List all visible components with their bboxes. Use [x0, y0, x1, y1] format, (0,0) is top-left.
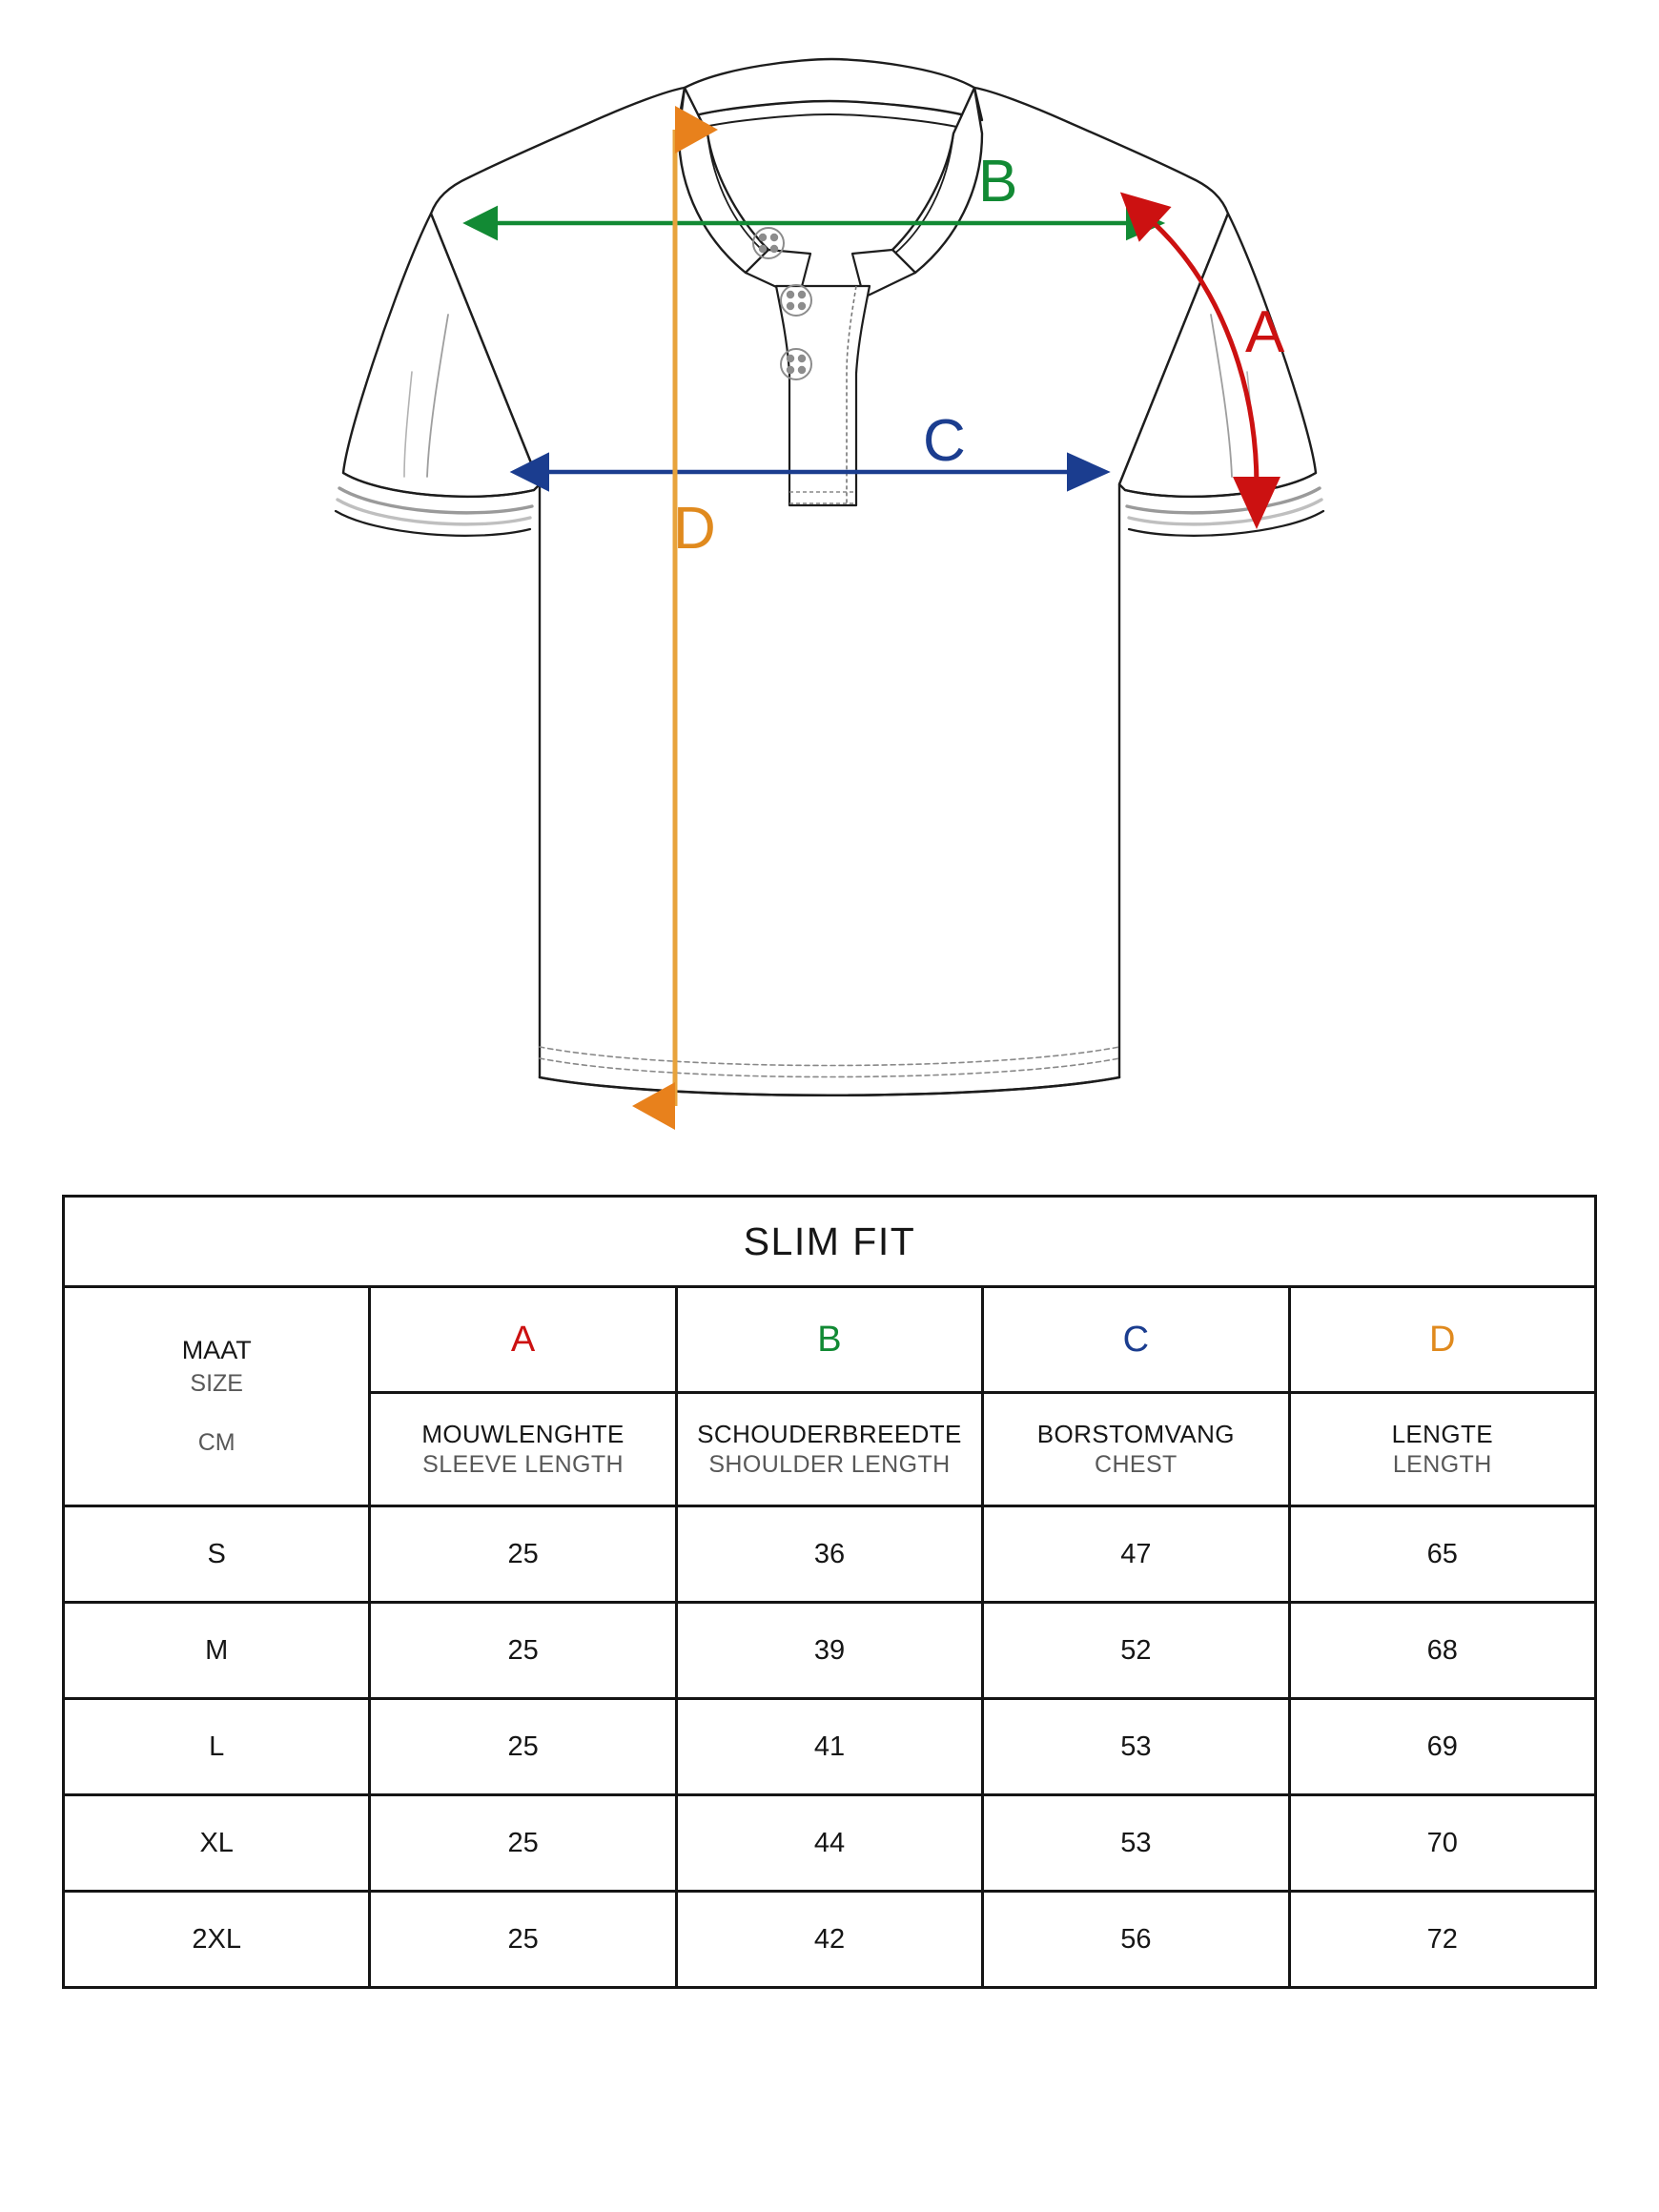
- table-row: L 25 41 53 69: [61, 1697, 1598, 1796]
- table-row: 2XL 25 42 56 72: [61, 1890, 1598, 1989]
- table-header-letter-row: MAAT SIZE CM A B C D: [61, 1285, 1598, 1507]
- column-letter-b: B: [674, 1285, 985, 1394]
- table-row: S 25 36 47 65: [61, 1505, 1598, 1604]
- row-size-m: M: [61, 1601, 372, 1700]
- table-header-name-row: MOUWLENGHTE SLEEVE LENGTH SCHOUDERBREEDT…: [64, 1391, 1598, 1507]
- measure-label-c: C: [923, 408, 966, 474]
- size-header-unit: CM: [197, 1429, 236, 1457]
- column-name-b-en: SHOULDER LENGTH: [708, 1450, 951, 1478]
- column-name-a: MOUWLENGHTE SLEEVE LENGTH: [368, 1391, 678, 1507]
- arrow-a-sleeve: [1119, 192, 1280, 529]
- cell-m-a: 25: [368, 1601, 678, 1700]
- cell-xl-a: 25: [368, 1793, 678, 1893]
- cell-l-d: 69: [1287, 1697, 1598, 1796]
- table-row: XL 25 44 53 70: [61, 1793, 1598, 1893]
- cell-m-d: 68: [1287, 1601, 1598, 1700]
- measure-label-b: B: [978, 149, 1018, 215]
- size-chart-table-wrapper: SLIM FIT MAAT SIZE CM A B C D MOUWLENGHT…: [61, 1195, 1598, 1989]
- table-title-row: SLIM FIT: [62, 1195, 1597, 1288]
- size-header-maat: MAAT: [181, 1336, 252, 1365]
- cell-s-b: 36: [674, 1505, 985, 1604]
- cell-s-c: 47: [981, 1505, 1291, 1604]
- cell-l-a: 25: [368, 1697, 678, 1796]
- cell-2xl-a: 25: [368, 1890, 678, 1989]
- measure-label-d: D: [673, 496, 716, 562]
- cell-m-b: 39: [674, 1601, 985, 1700]
- table-row: M 25 39 52 68: [61, 1601, 1598, 1700]
- cell-2xl-d: 72: [1287, 1890, 1598, 1989]
- garment-diagram: A B C D: [334, 57, 1325, 1130]
- column-name-c-en: CHEST: [1095, 1450, 1178, 1478]
- row-size-xl: XL: [61, 1793, 372, 1893]
- column-letter-d: D: [1287, 1285, 1598, 1394]
- column-name-d: LENGTE LENGTH: [1287, 1391, 1598, 1507]
- column-name-a-nl: MOUWLENGHTE: [421, 1419, 625, 1448]
- cell-l-c: 53: [981, 1697, 1291, 1796]
- column-name-c: BORSTOMVANG CHEST: [981, 1391, 1291, 1507]
- cell-xl-b: 44: [674, 1793, 985, 1893]
- cell-2xl-b: 42: [674, 1890, 985, 1989]
- fit-title: SLIM FIT: [62, 1195, 1597, 1288]
- cell-s-d: 65: [1287, 1505, 1598, 1604]
- row-size-2xl: 2XL: [61, 1890, 372, 1989]
- shirt-outline: [334, 86, 1325, 1097]
- size-chart-table: SLIM FIT MAAT SIZE CM A B C D MOUWLENGHT…: [61, 1195, 1598, 1989]
- column-name-a-en: SLEEVE LENGTH: [422, 1450, 624, 1478]
- cell-l-b: 41: [674, 1697, 985, 1796]
- button-3: [780, 348, 812, 380]
- column-letter-c: C: [981, 1285, 1291, 1394]
- column-name-d-en: LENGTH: [1392, 1450, 1492, 1478]
- size-header-size: SIZE: [190, 1369, 243, 1397]
- cell-xl-c: 53: [981, 1793, 1291, 1893]
- cell-m-c: 52: [981, 1601, 1291, 1700]
- column-name-c-nl: BORSTOMVANG: [1036, 1419, 1235, 1448]
- cell-s-a: 25: [368, 1505, 678, 1604]
- button-2: [780, 284, 812, 317]
- cell-xl-d: 70: [1287, 1793, 1598, 1893]
- cell-2xl-c: 56: [981, 1890, 1291, 1989]
- column-name-b-nl: SCHOUDERBREEDTE: [697, 1419, 962, 1448]
- column-name-d-nl: LENGTE: [1391, 1419, 1493, 1448]
- row-size-l: L: [61, 1697, 372, 1796]
- column-letter-a: A: [368, 1285, 678, 1394]
- polo-shirt-illustration: [334, 57, 1325, 1130]
- size-header-cell: MAAT SIZE CM: [61, 1285, 372, 1507]
- row-size-s: S: [61, 1505, 372, 1604]
- measure-label-a: A: [1245, 299, 1285, 365]
- column-name-b: SCHOUDERBREEDTE SHOULDER LENGTH: [674, 1391, 985, 1507]
